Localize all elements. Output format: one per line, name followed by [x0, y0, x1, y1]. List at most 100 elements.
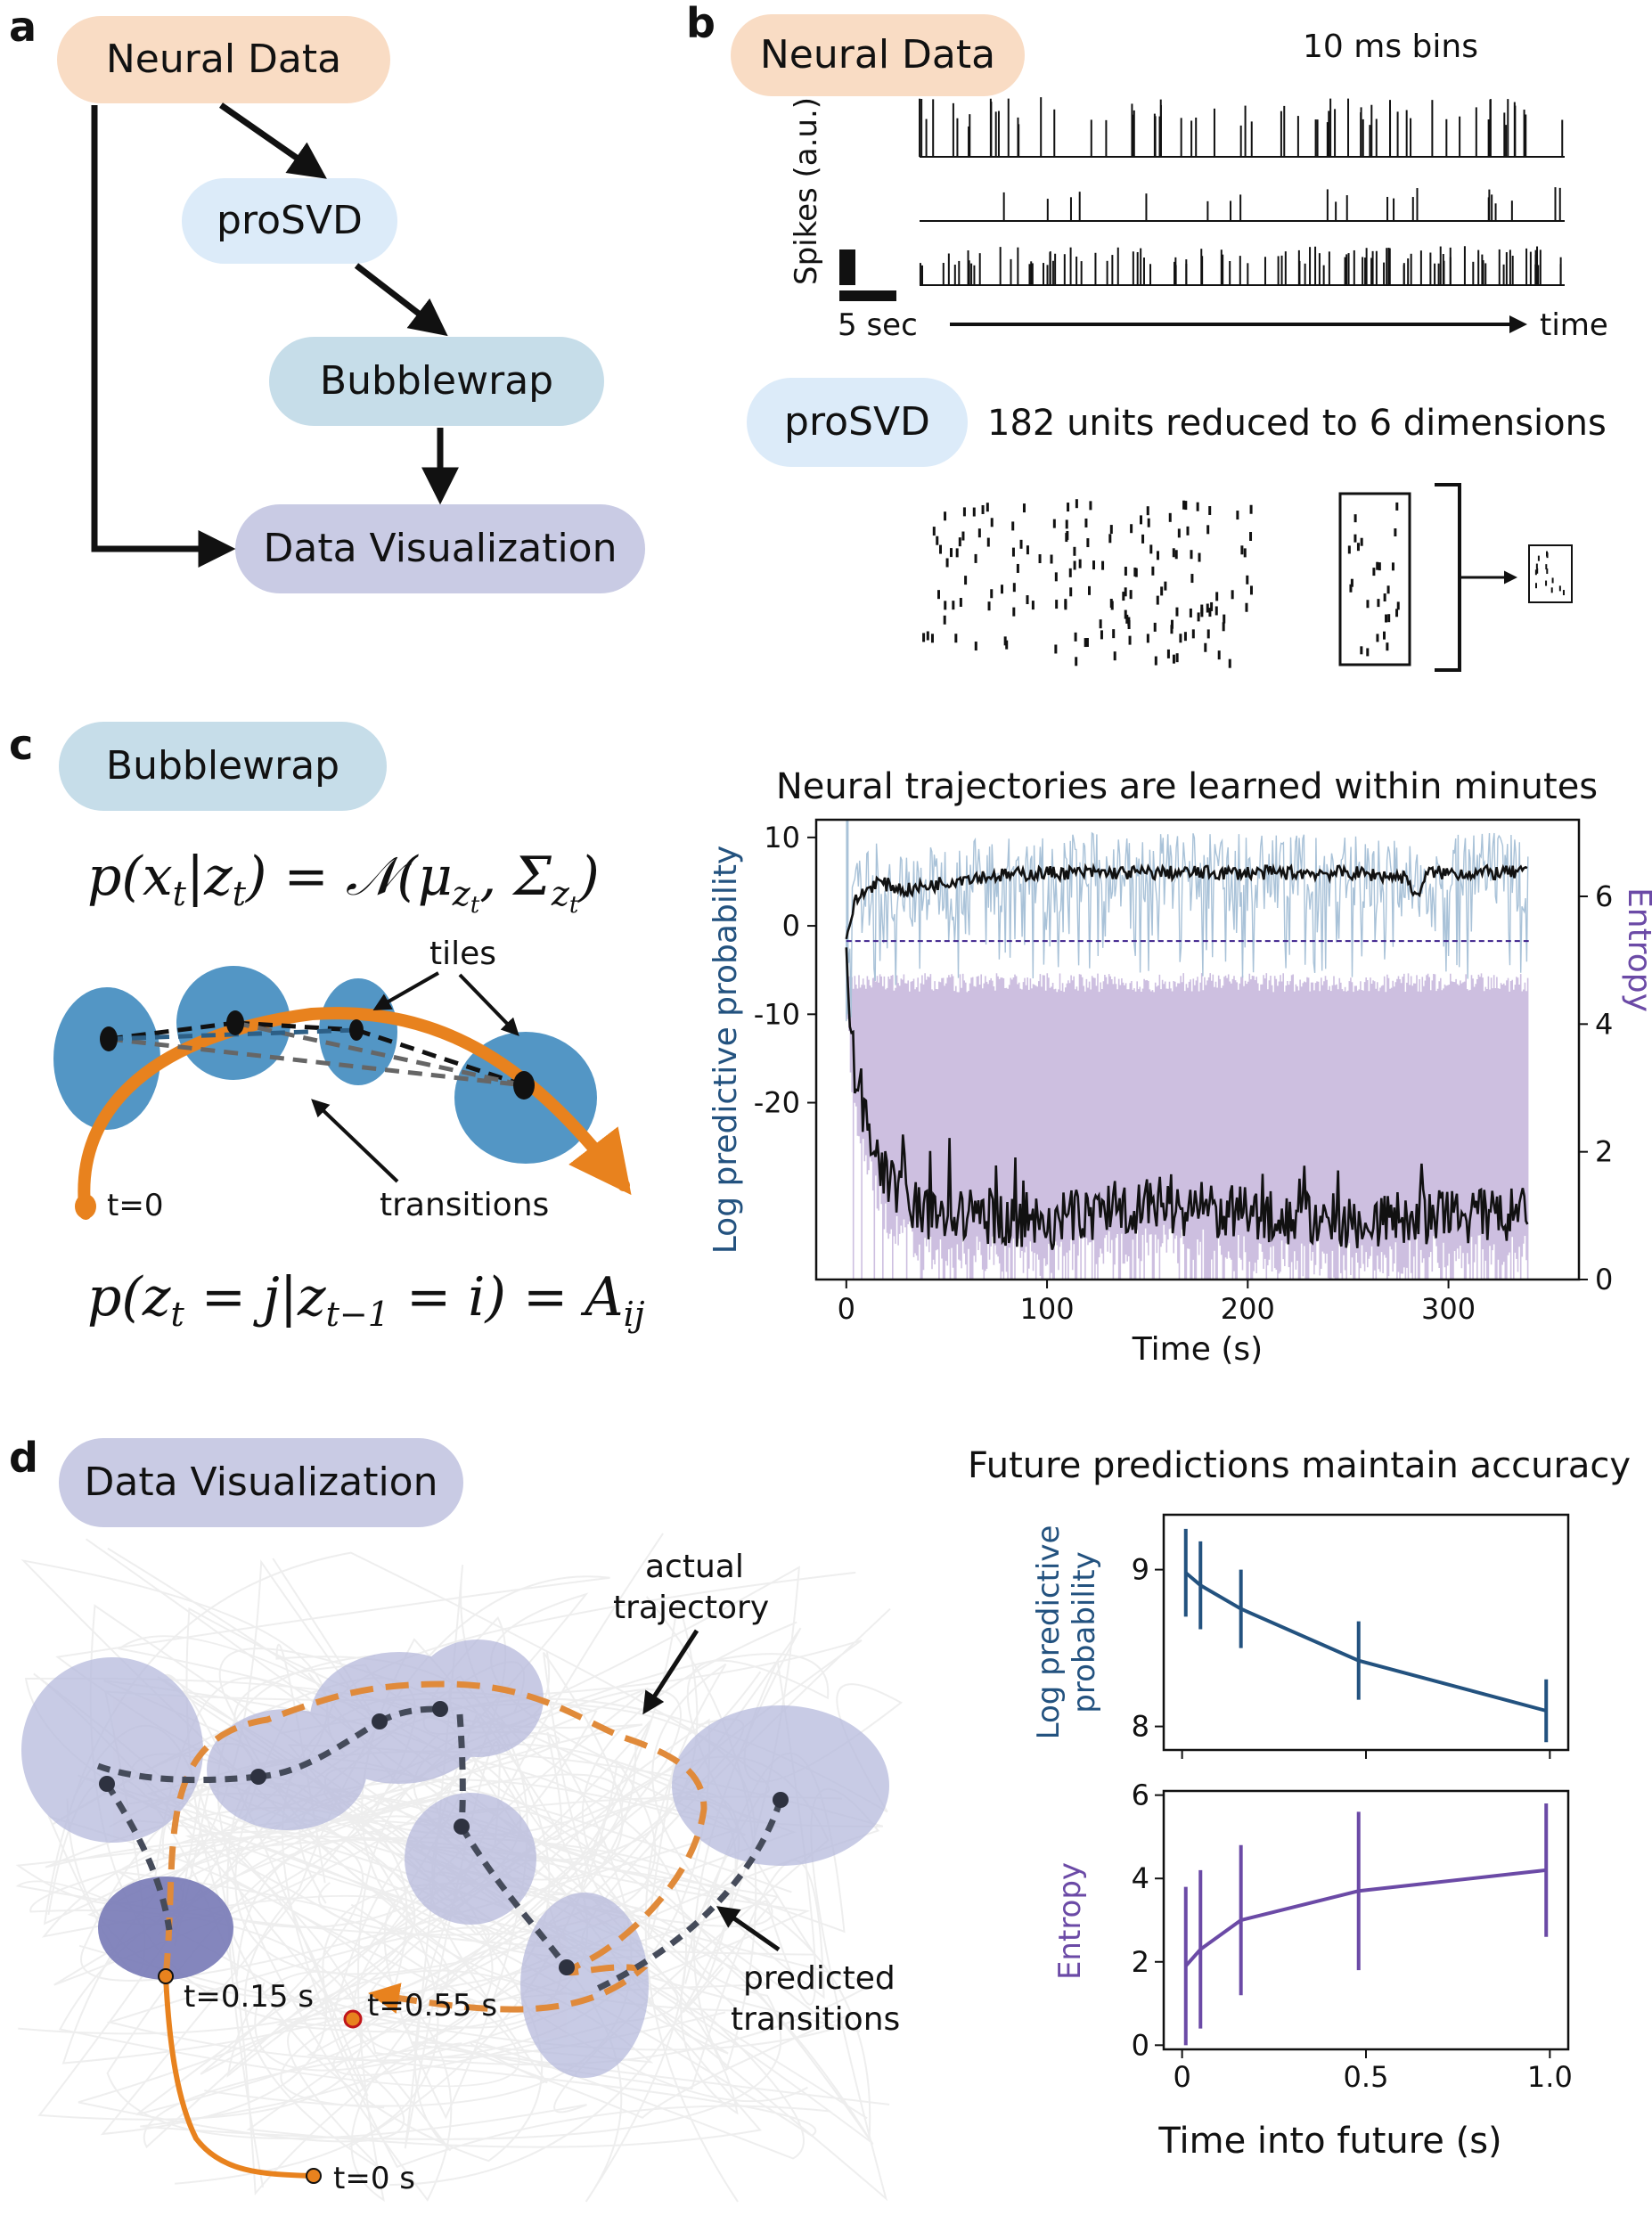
y-right-tick-label: 2 [1595, 1135, 1613, 1169]
x-tick-label: 100 [1020, 1292, 1075, 1326]
x-tick-label: 0 [838, 1292, 855, 1326]
center-d-2 [250, 1769, 266, 1785]
center-d-1 [99, 1776, 115, 1792]
prosvd-pill [747, 378, 968, 467]
center-d-5 [454, 1819, 470, 1835]
bg-trajectory [118, 1621, 831, 2169]
bg-trajectory [89, 1604, 811, 2072]
bg-trajectory [41, 1752, 846, 2088]
bg-trajectory [204, 1596, 802, 2107]
pred-4 [456, 1713, 466, 1827]
background-trajectories [15, 1533, 903, 2203]
bg-trajectory [29, 1794, 876, 2066]
panel-b: Neural Data 10 ms bins Spikes (a.u.) 5 s… [731, 14, 1608, 672]
tile-centers-d [99, 1701, 789, 1975]
predicted-label-2: transitions [731, 2001, 900, 2038]
reduced-box-dashes [1534, 551, 1565, 596]
prosvd-node-label: proSVD [217, 198, 363, 243]
predicted-label-1: predicted [743, 1960, 896, 1997]
center-d-3 [372, 1713, 388, 1729]
bubble-tiles [21, 1639, 889, 2078]
panel-c-left: Bubblewrap p(xt|zt) = 𝒩(μzt, Σzt) tiles … [53, 722, 645, 1334]
bubblewrap-node [269, 337, 604, 426]
tile-1 [53, 987, 160, 1130]
bg-trajectory [47, 1648, 746, 2065]
pred-6 [104, 1782, 173, 1931]
arrow-neural-to-prosvd [218, 102, 327, 179]
marker-t055 [343, 2009, 363, 2029]
t015-label: t=0.15 s [184, 1979, 314, 2015]
arrow-neural-to-dataviz [91, 105, 236, 568]
center-d-4 [432, 1701, 448, 1717]
data-visualization-node-label: Data Visualization [264, 526, 617, 571]
marker-t0 [306, 2168, 322, 2184]
chart-d-xlabel: Time into future (s) [1157, 2121, 1501, 2162]
panel-d-left: Data Visualization [15, 1438, 903, 2203]
pred-2 [258, 1719, 381, 1780]
past-trajectory [163, 1975, 313, 2179]
trajectory-curve [78, 1007, 632, 1220]
bubble-1 [21, 1657, 203, 1843]
center-d-6 [773, 1792, 789, 1808]
transition-2-3 [234, 1020, 357, 1033]
y-right-tick-label: 6 [1595, 879, 1613, 913]
bg-trajectory [47, 1639, 863, 2202]
predicted-arrow [716, 1906, 781, 1952]
bubble-6 [672, 1705, 889, 1866]
transitions-label: transitions [380, 1187, 549, 1223]
panel-label-a: a [9, 3, 37, 51]
bubble-5 [405, 1793, 536, 1925]
tile-center-2 [226, 1010, 244, 1035]
transition-equation: p(zt = j|zt−1 = i) = Aij [87, 1266, 645, 1334]
panel-label-d: d [9, 1434, 38, 1482]
bubble-7 [520, 1893, 649, 2078]
y-tick-label: 8 [1132, 1710, 1149, 1744]
transition-3-4 [356, 1027, 525, 1088]
panel-label-c: c [9, 721, 33, 769]
x-tick-label: 200 [1221, 1292, 1275, 1326]
reduction-note: 182 units reduced to 6 dimensions [987, 403, 1607, 444]
panel-a-flowchart: Neural Data proSVD Bubblewrap Data Visua… [57, 16, 645, 593]
emission-equation: p(xt|zt) = 𝒩(μzt, Σzt) [87, 846, 600, 919]
bg-trajectory [106, 1607, 891, 2138]
scalebar-horizontal [839, 290, 896, 301]
t0-label: t=0 [107, 1188, 163, 1223]
chart-d-ylabel-top-1: Log predictive [1031, 1525, 1067, 1740]
chart-c-frame [814, 818, 1581, 1281]
bracket [1435, 483, 1461, 672]
arrow-prosvd-to-bubblewrap [354, 263, 448, 337]
x-tick-label: 300 [1421, 1292, 1476, 1326]
center-d-7 [559, 1959, 575, 1975]
bubblewrap-node-label: Bubblewrap [320, 358, 553, 404]
y-left-tick-label: -10 [754, 997, 800, 1031]
chart-d: 8 9 Log predictive probability 0 2 4 6 Entropy 0 0… [1031, 1513, 1573, 2162]
reduction-box [1338, 492, 1411, 666]
y-right-tick-label: 4 [1595, 1007, 1613, 1041]
y-tick-label: 6 [1132, 1778, 1149, 1812]
trajectory-start [75, 1194, 96, 1219]
neural-data-node-label: Neural Data [106, 37, 341, 82]
transition-1-4 [108, 1036, 525, 1088]
tiles-arrow-1 [372, 971, 439, 1010]
spike-rasters [919, 97, 1565, 286]
scalebar-vertical [839, 249, 855, 285]
pred-5 [458, 1825, 569, 1970]
t055-label: t=0.55 s [367, 1988, 497, 2024]
spikes-ylabel: Spikes (a.u.) [789, 97, 824, 285]
tile-center-4 [513, 1071, 535, 1100]
reduction-box-dashes [1347, 502, 1400, 657]
bubble-current [98, 1877, 233, 1980]
bubblewrap-pill [59, 722, 387, 811]
data-visualization-pill-label: Data Visualization [85, 1460, 438, 1505]
logprob-raw-trace [846, 831, 1529, 1022]
chart-c-ylabel-right: Entropy [1621, 887, 1652, 1012]
bg-trajectory [73, 1538, 888, 2202]
chart-d-ylabel-top-2: probability [1067, 1551, 1102, 1713]
reduction-matrix [922, 499, 1253, 668]
bg-trajectory [20, 1547, 808, 2115]
y-right-tick-label: 0 [1595, 1263, 1613, 1296]
chart-c-xlabel: Time (s) [1132, 1331, 1263, 1368]
chart-c-title: Neural trajectories are learned within m… [776, 766, 1598, 807]
